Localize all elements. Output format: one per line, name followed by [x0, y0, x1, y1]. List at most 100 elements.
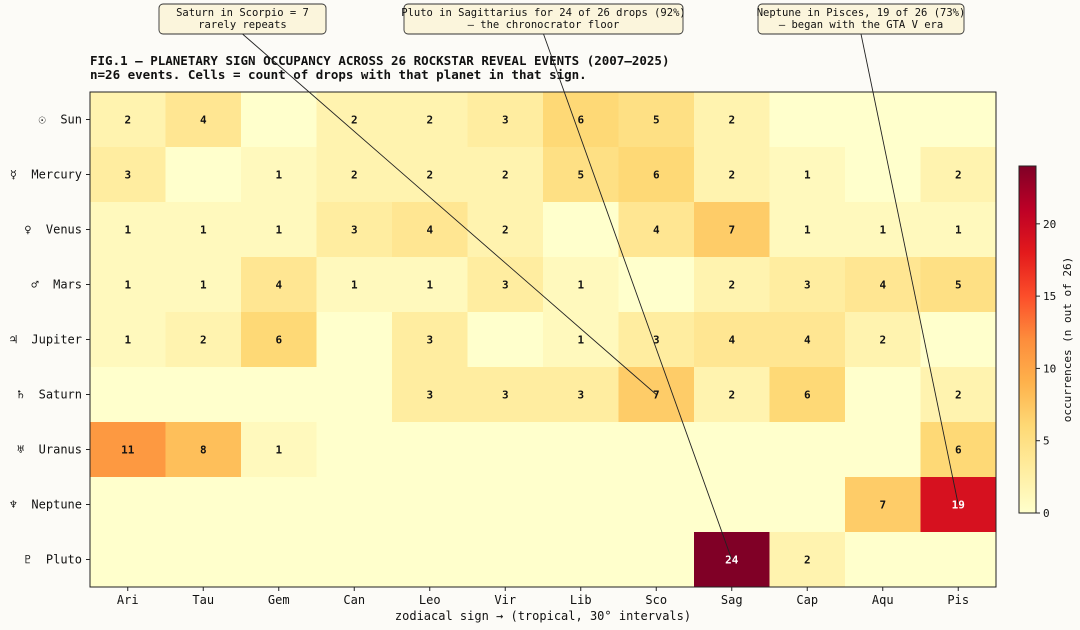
heatmap-cell: [543, 422, 619, 478]
cell-value-label: 2: [426, 114, 433, 127]
heatmap-cell: [241, 147, 317, 203]
heatmap-cell: [694, 147, 770, 203]
heatmap-cell: [165, 257, 242, 313]
heatmap-cell: [165, 422, 242, 478]
heatmap-cell: [543, 312, 619, 368]
cell-value-label: 1: [955, 224, 962, 237]
heatmap-cell: [316, 532, 393, 588]
cell-value-label: 2: [351, 169, 358, 182]
cell-value-label: 2: [124, 114, 131, 127]
heatmap-cell: [90, 422, 166, 478]
cell-value-label: 4: [728, 334, 735, 347]
heatmap-cell: [920, 147, 997, 203]
cell-value-label: 2: [728, 169, 735, 182]
heatmap-cell: [618, 202, 695, 258]
y-tick-label: ♄ Saturn: [17, 388, 82, 402]
cell-value-label: 2: [200, 334, 207, 347]
cell-value-label: 2: [804, 554, 811, 567]
cell-value-label: 1: [124, 279, 131, 292]
heatmap-cell: [467, 312, 544, 368]
cell-value-label: 5: [955, 279, 962, 292]
heatmap-cell: [241, 367, 317, 423]
heatmap-cell: [618, 147, 695, 203]
heatmap-cell: [165, 92, 242, 148]
y-tick-label: ☿ Mercury: [10, 168, 82, 182]
y-tick-label: ♃ Jupiter: [10, 333, 82, 347]
cell-value-label: 3: [426, 334, 433, 347]
cell-value-label: 3: [804, 279, 811, 292]
heatmap-cell: [90, 92, 166, 148]
heatmap-cell: [920, 257, 997, 313]
colorbar-tick-label: 0: [1043, 507, 1050, 520]
heatmap-cell: [618, 532, 695, 588]
heatmap-cell: [769, 257, 846, 313]
cell-value-label: 1: [351, 279, 358, 292]
annotation-text: — began with the GTA V era: [779, 19, 943, 31]
heatmap-cell: [316, 477, 393, 533]
cell-value-label: 2: [351, 114, 358, 127]
colorbar-tick-label: 20: [1043, 218, 1056, 231]
x-axis-ticks: Ari Tau Gem Can Leo Vir Lib Sco Sag Cap Aqu Pis: [117, 587, 969, 607]
x-tick-label: Tau: [192, 593, 214, 607]
annotation-leader-line: [242, 33, 657, 395]
x-tick-label: Cap: [796, 593, 818, 607]
heatmap-cell: [769, 477, 846, 533]
cell-value-label: 1: [426, 279, 433, 292]
x-tick-label: Vir: [494, 593, 516, 607]
heatmap-cell: [467, 92, 544, 148]
heatmap-cell: [845, 147, 921, 203]
y-tick-label: ♇ Pluto: [24, 553, 82, 567]
x-tick-label: Lib: [570, 593, 592, 607]
heatmap-cell: [618, 477, 695, 533]
heatmap-cell: [90, 202, 166, 258]
heatmap-cell: [90, 147, 166, 203]
cell-value-label: 6: [804, 389, 811, 402]
y-tick-label: ♂ Mars: [31, 278, 82, 292]
cell-value-label: 4: [879, 279, 886, 292]
heatmap-cell: [618, 422, 695, 478]
heatmap-cell: [920, 532, 997, 588]
y-tick-label: ♆ Neptune: [10, 498, 82, 512]
heatmap-cell: [392, 367, 468, 423]
cell-value-label: 11: [121, 444, 135, 457]
y-tick-label: ♀ Venus: [24, 223, 82, 237]
annotation-text: rarely repeats: [198, 19, 287, 31]
heatmap-cell: [241, 422, 317, 478]
heatmap-cell: [90, 257, 166, 313]
heatmap-cell: [769, 367, 846, 423]
heatmap-cell: [543, 477, 619, 533]
cell-value-label: 2: [502, 224, 509, 237]
heatmap-cell: [392, 312, 468, 368]
cell-value-label: 19: [952, 499, 965, 512]
cell-value-label: 3: [502, 279, 509, 292]
cell-value-label: 2: [502, 169, 509, 182]
colorbar: 0 5 10 15 20 occurrences (n out of 26): [1018, 165, 1074, 520]
heatmap-cell: [769, 312, 846, 368]
x-tick-label: Ari: [117, 593, 139, 607]
cell-value-label: 5: [653, 114, 660, 127]
cell-value-label: 1: [200, 224, 207, 237]
heatmap-cell: [392, 92, 468, 148]
heatmap-cell: [467, 367, 544, 423]
cell-value-label: 3: [577, 389, 584, 402]
heatmap-cell: [769, 92, 846, 148]
heatmap-cell: [392, 477, 468, 533]
annotation-box: [158, 3, 327, 35]
cell-value-label: 4: [200, 114, 207, 127]
cell-value-label: 3: [502, 389, 509, 402]
annotation-leader-line: [543, 33, 733, 560]
cell-value-label: 6: [955, 444, 962, 457]
heatmap-cell: [845, 312, 921, 368]
annotation-text: Saturn in Scorpio = 7: [176, 7, 309, 19]
cell-value-label: 4: [653, 224, 660, 237]
cell-value-label: 1: [124, 224, 131, 237]
heatmap-cell: [694, 367, 770, 423]
y-tick-label: ♅ Uranus: [17, 443, 82, 457]
heatmap-cell-labels: 2 4 2 2 3 6 5 23 1 2 2 2 5 6 2 1 21 1 1 3 4 2 4 7 1 1 11 1 4 1 1 3 1 2 3 4 5…: [121, 114, 965, 567]
cell-value-label: 4: [275, 279, 282, 292]
heatmap-cell: [920, 422, 997, 478]
chart-title: FIG.1 — PLANETARY SIGN OCCUPANCY ACROSS …: [90, 53, 669, 68]
